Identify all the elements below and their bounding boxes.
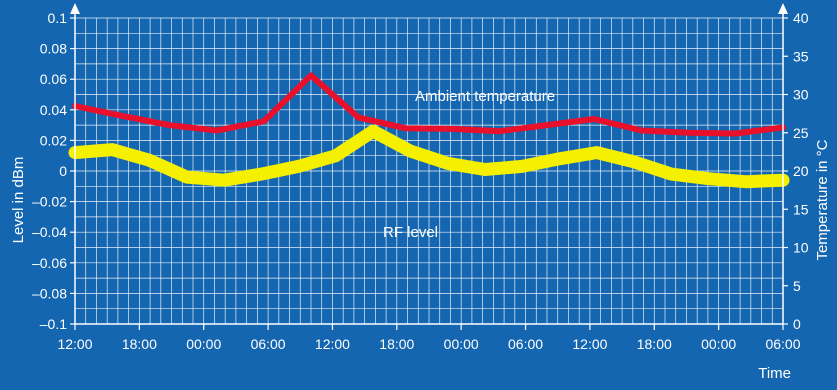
y-tick-label: 0.02 — [40, 132, 67, 148]
y-tick-label: –0.04 — [32, 224, 67, 240]
y2-axis-title: Temperature in °C — [814, 139, 831, 260]
y-tick-label: 0.08 — [40, 41, 67, 57]
tick-labels: 0.1 0.08 0.06 0.04 0.02 0 –0.02 –0.04 –0.06 –0.08… — [32, 10, 809, 352]
series-label-rf-level: RF level — [383, 224, 438, 241]
y2-tick-label: 40 — [793, 10, 809, 26]
x-tick-label: 00:00 — [444, 336, 479, 352]
x-tick-label: 12:00 — [315, 336, 350, 352]
series-line-ambient-temperature — [72, 72, 786, 137]
x-tick-label: 00:00 — [186, 336, 221, 352]
series-label-temperature: Ambient temperature — [415, 88, 555, 105]
x-tick-label: 06:00 — [765, 336, 800, 352]
x-tick-label: 12:00 — [57, 336, 92, 352]
x-tick-label: 12:00 — [572, 336, 607, 352]
series-group — [68, 72, 790, 189]
y-tick-label: –0.02 — [32, 194, 67, 210]
y-tick-label: 0.1 — [48, 10, 68, 26]
x-axis-title: Time — [758, 365, 791, 382]
y2-tick-label: 35 — [793, 48, 809, 64]
x-tick-label: 18:00 — [637, 336, 672, 352]
y-axis-title: Level in dBm — [10, 157, 27, 244]
y-tick-label: 0.06 — [40, 71, 67, 87]
y2-axis-arrow — [778, 3, 788, 14]
y2-tick-label: 5 — [793, 278, 801, 294]
x-tick-label: 18:00 — [379, 336, 414, 352]
y-tick-label: –0.08 — [32, 285, 67, 301]
x-tick-label: 06:00 — [251, 336, 286, 352]
y-tick-label: 0.04 — [40, 102, 67, 118]
series-line-rf-level — [68, 124, 790, 189]
y2-tick-label: 15 — [793, 201, 809, 217]
y2-tick-label: 0 — [793, 316, 801, 332]
axes — [70, 3, 788, 330]
y2-tick-label: 25 — [793, 125, 809, 141]
y2-tick-label: 20 — [793, 163, 809, 179]
y-tick-label: –0.06 — [32, 255, 67, 271]
x-tick-label: 18:00 — [122, 336, 157, 352]
x-tick-label: 00:00 — [701, 336, 736, 352]
y2-tick-label: 30 — [793, 87, 809, 103]
y-axis-arrow — [70, 3, 80, 14]
y2-tick-label: 10 — [793, 240, 809, 256]
y-tick-label: –0.1 — [40, 316, 67, 332]
y-tick-label: 0 — [59, 163, 67, 179]
x-tick-label: 06:00 — [508, 336, 543, 352]
